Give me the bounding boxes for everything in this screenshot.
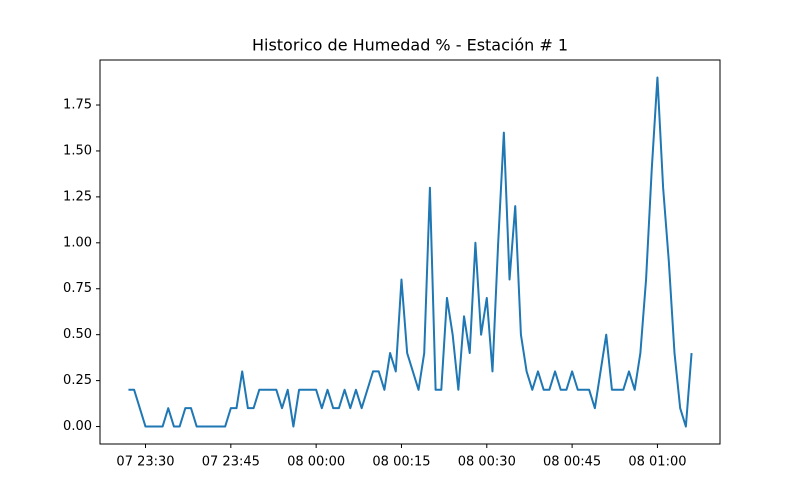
y-tick-label: 0.50 — [63, 327, 92, 342]
axes-frame — [99, 59, 721, 445]
y-tick-label: 0.25 — [63, 373, 92, 388]
x-tick-label: 08 00:00 — [287, 455, 345, 470]
y-tick-label: 0.75 — [63, 281, 92, 296]
y-tick-label: 1.50 — [63, 143, 92, 158]
y-tick-label: 1.25 — [63, 189, 92, 204]
data-line — [128, 76, 693, 428]
x-tick-label: 08 00:15 — [372, 455, 430, 470]
x-tick-label: 08 00:30 — [458, 455, 516, 470]
y-tick-label: 1.00 — [63, 235, 92, 250]
y-tick-label: 1.75 — [63, 98, 92, 113]
y-tick-label: 0.00 — [63, 419, 92, 434]
x-tick-label: 08 00:45 — [543, 455, 601, 470]
chart-title: Historico de Humedad % - Estación # 1 — [252, 36, 568, 55]
x-tick-label: 08 01:00 — [628, 455, 686, 470]
x-tick-label: 07 23:30 — [116, 455, 174, 470]
x-tick-label: 07 23:45 — [202, 455, 260, 470]
